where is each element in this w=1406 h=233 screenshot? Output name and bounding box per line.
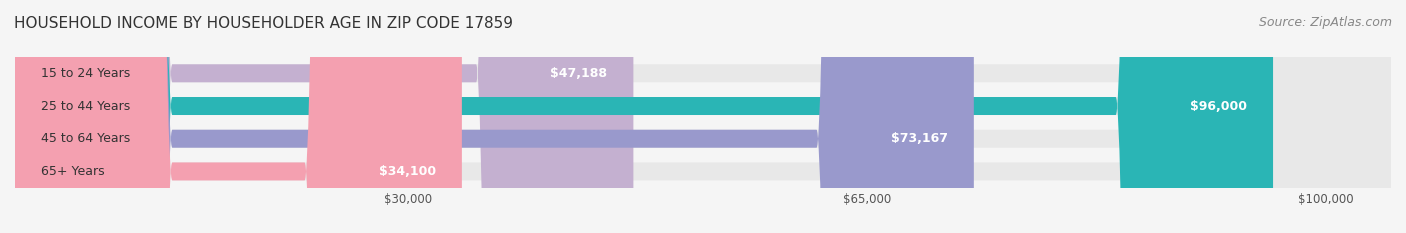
Text: 25 to 44 Years: 25 to 44 Years (41, 99, 131, 113)
FancyBboxPatch shape (15, 0, 974, 233)
FancyBboxPatch shape (15, 0, 1272, 233)
FancyBboxPatch shape (15, 0, 1391, 233)
Text: $73,167: $73,167 (890, 132, 948, 145)
Text: $47,188: $47,188 (550, 67, 607, 80)
FancyBboxPatch shape (15, 0, 463, 233)
FancyBboxPatch shape (15, 0, 1391, 233)
Text: $96,000: $96,000 (1189, 99, 1247, 113)
Text: HOUSEHOLD INCOME BY HOUSEHOLDER AGE IN ZIP CODE 17859: HOUSEHOLD INCOME BY HOUSEHOLDER AGE IN Z… (14, 16, 513, 31)
Text: Source: ZipAtlas.com: Source: ZipAtlas.com (1258, 16, 1392, 29)
FancyBboxPatch shape (15, 0, 1391, 233)
FancyBboxPatch shape (15, 0, 633, 233)
FancyBboxPatch shape (15, 0, 1391, 233)
Text: $34,100: $34,100 (378, 165, 436, 178)
Text: 65+ Years: 65+ Years (41, 165, 105, 178)
Text: 15 to 24 Years: 15 to 24 Years (41, 67, 131, 80)
Text: 45 to 64 Years: 45 to 64 Years (41, 132, 131, 145)
